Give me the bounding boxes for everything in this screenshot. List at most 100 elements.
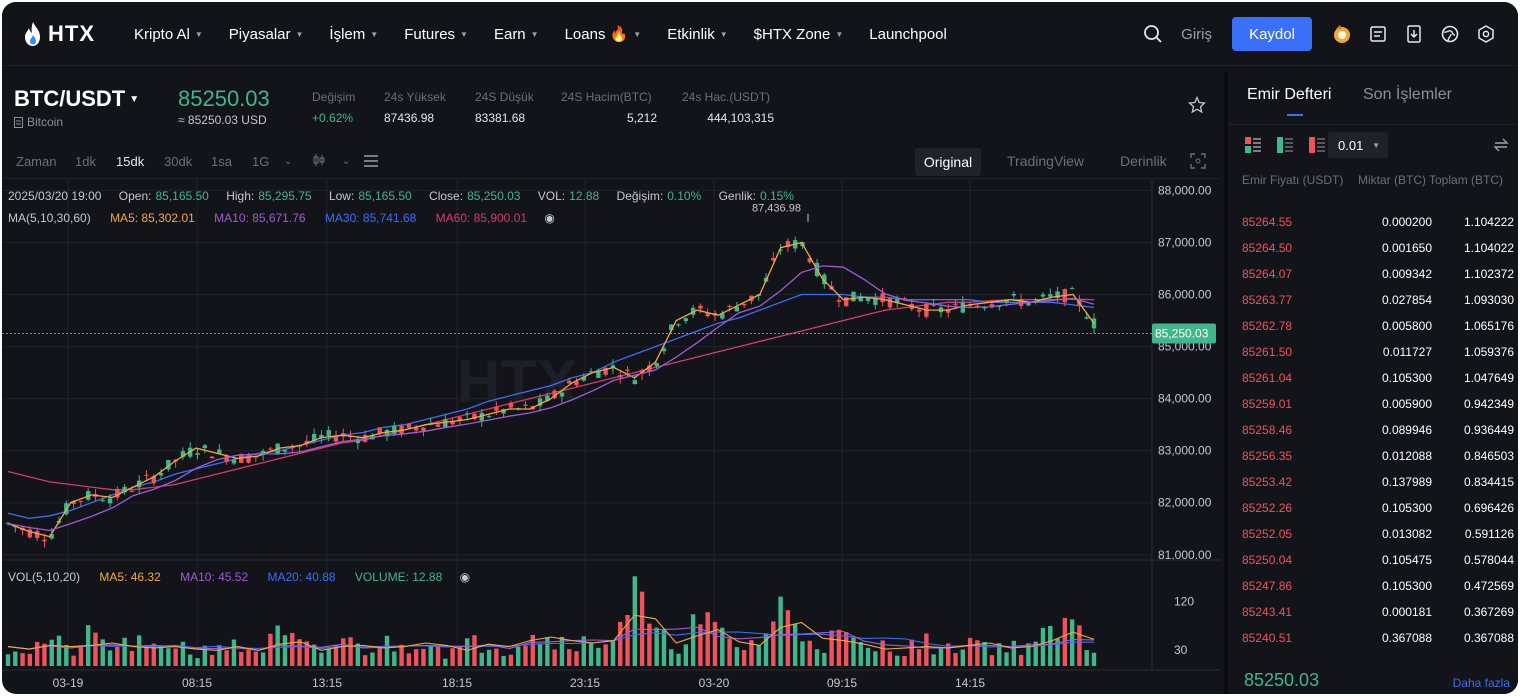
ask-row[interactable]: 85264.07 0.009342 1.102372 — [1242, 260, 1514, 286]
download-icon[interactable] — [1396, 16, 1432, 52]
legend-amplitude: 0.15% — [759, 189, 794, 203]
ask-row[interactable]: 85262.78 0.005800 1.065176 — [1242, 312, 1514, 338]
volume-bar — [916, 649, 922, 666]
ask-row[interactable]: 85252.26 0.105300 0.696426 — [1242, 494, 1514, 520]
nav-item-5[interactable]: Loans 🔥 ▼ — [565, 25, 642, 43]
volume-bar — [785, 610, 791, 666]
mascot-icon[interactable] — [1324, 16, 1360, 52]
y-tick-label: 83,000.00 — [1158, 444, 1212, 458]
candle-body — [326, 430, 331, 437]
candle-body — [632, 380, 638, 385]
nav-item-7[interactable]: $HTX Zone ▼ — [754, 26, 844, 43]
volume-bar — [749, 640, 754, 666]
candle-body — [129, 491, 135, 493]
volume-bar — [246, 650, 251, 666]
ask-price: 85258.46 — [1242, 423, 1293, 437]
candle-body — [122, 486, 127, 493]
nav-item-label: Piyasalar — [228, 25, 291, 43]
pair-selector[interactable]: BTC/USDT ▼ — [14, 86, 139, 112]
volume-bar — [763, 633, 769, 666]
more-link[interactable]: Daha fazla — [1452, 676, 1510, 690]
kline-chart[interactable]: 88,000.00 87,000.00 86,000.00 85,000.00 84,0… — [2, 180, 1220, 694]
interval-chevron-down-icon[interactable]: ⌄ — [284, 156, 293, 167]
ask-row[interactable]: 85240.51 0.367088 0.367088 — [1242, 624, 1514, 650]
volume-bar — [1062, 617, 1068, 666]
ask-row[interactable]: 85259.01 0.005900 0.942349 — [1242, 390, 1514, 416]
language-globe-icon[interactable] — [1432, 16, 1468, 52]
ask-row[interactable]: 85263.77 0.027854 1.093030 — [1242, 286, 1514, 312]
tab-recent-trades[interactable]: Son İşlemler — [1363, 86, 1452, 103]
view-tradingview-button[interactable]: TradingView — [1007, 153, 1085, 169]
volume-bar — [421, 648, 426, 666]
view-depth-button[interactable]: Derinlik — [1120, 153, 1167, 169]
precision-select[interactable]: 0.01 ▼ — [1328, 132, 1388, 158]
tab-order-book[interactable]: Emir Defteri — [1247, 86, 1332, 103]
ask-total: 1.093030 — [1463, 293, 1514, 307]
interval-tab[interactable]: 1G — [252, 154, 270, 169]
view-original-button[interactable]: Original — [915, 148, 981, 176]
nav-item-8[interactable]: Launchpool — [869, 26, 947, 43]
volume-bar — [260, 652, 266, 666]
nav-item-4[interactable]: Earn ▼ — [494, 26, 539, 43]
volume-bar — [64, 644, 69, 666]
ask-row[interactable]: 85247.86 0.105300 0.472569 — [1242, 572, 1514, 598]
chevron-down-icon: ▼ — [835, 29, 844, 39]
interval-tab[interactable]: Zaman — [16, 154, 57, 169]
interval-tab[interactable]: 15dk — [116, 154, 145, 169]
candle-body — [1069, 288, 1075, 290]
candle-body — [916, 309, 922, 312]
vol-eye-icon[interactable]: ◉ — [459, 570, 471, 584]
ohlc-legend: 2025/03/20 19:00 Open: 85,165.50 High: 85,… — [8, 189, 798, 203]
candle-body — [734, 306, 740, 312]
book-asks-icon[interactable] — [1308, 136, 1326, 159]
volume-bar — [632, 576, 638, 666]
ask-row[interactable]: 85250.04 0.105475 0.578044 — [1242, 546, 1514, 572]
book-bids-icon[interactable] — [1276, 136, 1294, 159]
register-button[interactable]: Kaydol — [1232, 17, 1312, 51]
indicator-chevron-down-icon[interactable]: ⌄ — [342, 156, 351, 167]
search-icon[interactable] — [1135, 16, 1171, 52]
book-last-price: 85250.03 — [1244, 670, 1320, 690]
volume-bar — [545, 637, 550, 666]
ask-row[interactable]: 85264.50 0.001650 1.104022 — [1242, 234, 1514, 260]
favorite-star-icon[interactable] — [1187, 95, 1207, 119]
volume-bar — [618, 621, 623, 666]
htx-logo[interactable]: HTX — [22, 20, 95, 48]
ask-row[interactable]: 85264.55 0.000200 1.104222 — [1242, 208, 1514, 234]
fullscreen-icon[interactable] — [1190, 153, 1206, 172]
nav-actions: Giriş Kaydol — [1135, 2, 1518, 66]
book-both-icon[interactable] — [1244, 136, 1262, 159]
candle-body — [217, 449, 222, 454]
ask-row[interactable]: 85252.05 0.013082 0.591126 — [1242, 520, 1514, 546]
volume-bar — [712, 621, 718, 666]
nav-item-3[interactable]: Futures ▼ — [404, 26, 468, 43]
settings-icon[interactable] — [1468, 16, 1504, 52]
ask-row[interactable]: 85253.42 0.137989 0.834415 — [1242, 468, 1514, 494]
candle-body — [654, 363, 659, 367]
ask-row[interactable]: 85261.50 0.011727 1.059376 — [1242, 338, 1514, 364]
interval-tab[interactable]: 30dk — [164, 154, 193, 169]
eye-icon[interactable]: ◉ — [544, 211, 555, 225]
volume-bar — [20, 653, 25, 666]
menu-lines-icon[interactable] — [363, 153, 379, 172]
candle-body — [107, 498, 113, 504]
nav-item-2[interactable]: İşlem ▼ — [329, 26, 378, 43]
ask-row[interactable]: 85258.46 0.089946 0.936449 — [1242, 416, 1514, 442]
login-link[interactable]: Giriş — [1181, 25, 1212, 43]
candle-body — [559, 392, 565, 397]
swap-icon[interactable] — [1492, 136, 1510, 159]
indicator-icon[interactable] — [312, 152, 326, 171]
interval-tab[interactable]: 1dk — [75, 154, 96, 169]
nav-item-1[interactable]: Piyasalar ▼ — [229, 26, 304, 43]
orders-icon[interactable] — [1360, 16, 1396, 52]
ask-row[interactable]: 85261.04 0.105300 1.047649 — [1242, 364, 1514, 390]
ask-row[interactable]: 85256.35 0.012088 0.846503 — [1242, 442, 1514, 468]
ma30-value: MA30: 85,741.68 — [324, 211, 417, 225]
order-book-panel: Emir Defteri Son İşlemler 0.01 ▼ Emir Fi… — [1224, 72, 1518, 694]
kline-svg[interactable]: 88,000.0087,000.0086,000.0085,000.0084,0… — [2, 180, 1220, 694]
interval-tab[interactable]: 1sa — [211, 154, 232, 169]
ask-row[interactable]: 85243.41 0.000181 0.367269 — [1242, 598, 1514, 624]
nav-item-0[interactable]: Kripto Al ▼ — [134, 26, 203, 43]
nav-item-6[interactable]: Etkinlik ▼ — [667, 26, 727, 43]
ask-amount: 0.005800 — [1381, 319, 1432, 333]
